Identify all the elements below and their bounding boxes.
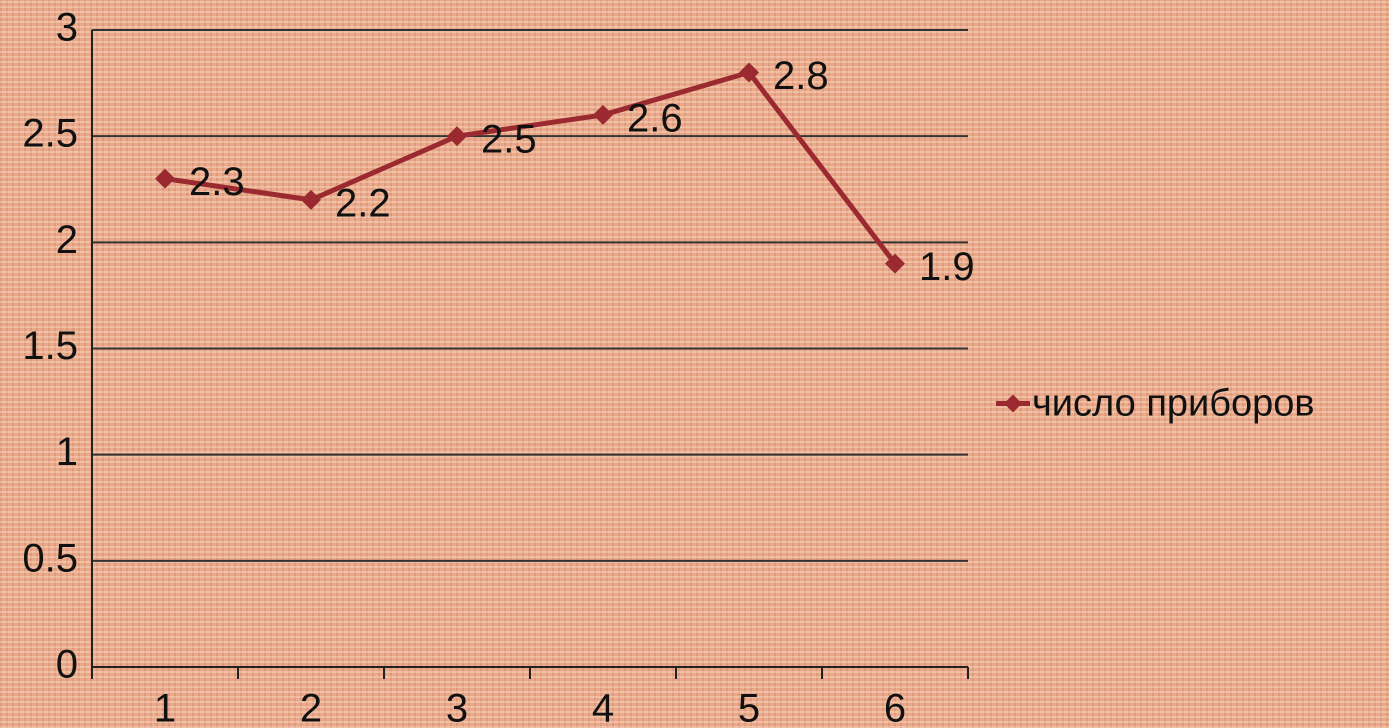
series-line: [164, 69, 897, 266]
x-tick-label: 5: [738, 687, 760, 728]
data-label: 2.2: [335, 181, 391, 225]
marker: [885, 253, 905, 274]
y-tick-label: 3: [56, 6, 78, 50]
data-label: 2.5: [481, 118, 537, 162]
x-tick-label: 6: [884, 687, 906, 728]
x-tick-label: 4: [592, 687, 614, 728]
legend-marker: [1004, 394, 1022, 413]
data-label: 2.3: [189, 160, 245, 204]
y-tick-label: 1.5: [22, 324, 78, 368]
x-tick-label: 2: [300, 687, 322, 728]
y-tick-label: 2: [56, 218, 78, 262]
data-label: 2.8: [773, 54, 829, 98]
y-tick-label: 1: [56, 430, 78, 474]
marker: [155, 168, 175, 189]
y-tick-label: 0.5: [22, 536, 78, 580]
y-tick-label: 0: [56, 643, 78, 687]
data-label: 1.9: [919, 245, 975, 289]
marker: [739, 62, 759, 83]
y-tick-label: 2.5: [22, 112, 78, 156]
data-label: 2.6: [627, 96, 683, 140]
marker: [593, 104, 613, 125]
marker: [447, 126, 467, 147]
x-tick-label: 1: [154, 687, 176, 728]
marker: [301, 189, 321, 210]
legend-label: число приборов: [1032, 383, 1315, 425]
x-tick-label: 3: [446, 687, 468, 728]
